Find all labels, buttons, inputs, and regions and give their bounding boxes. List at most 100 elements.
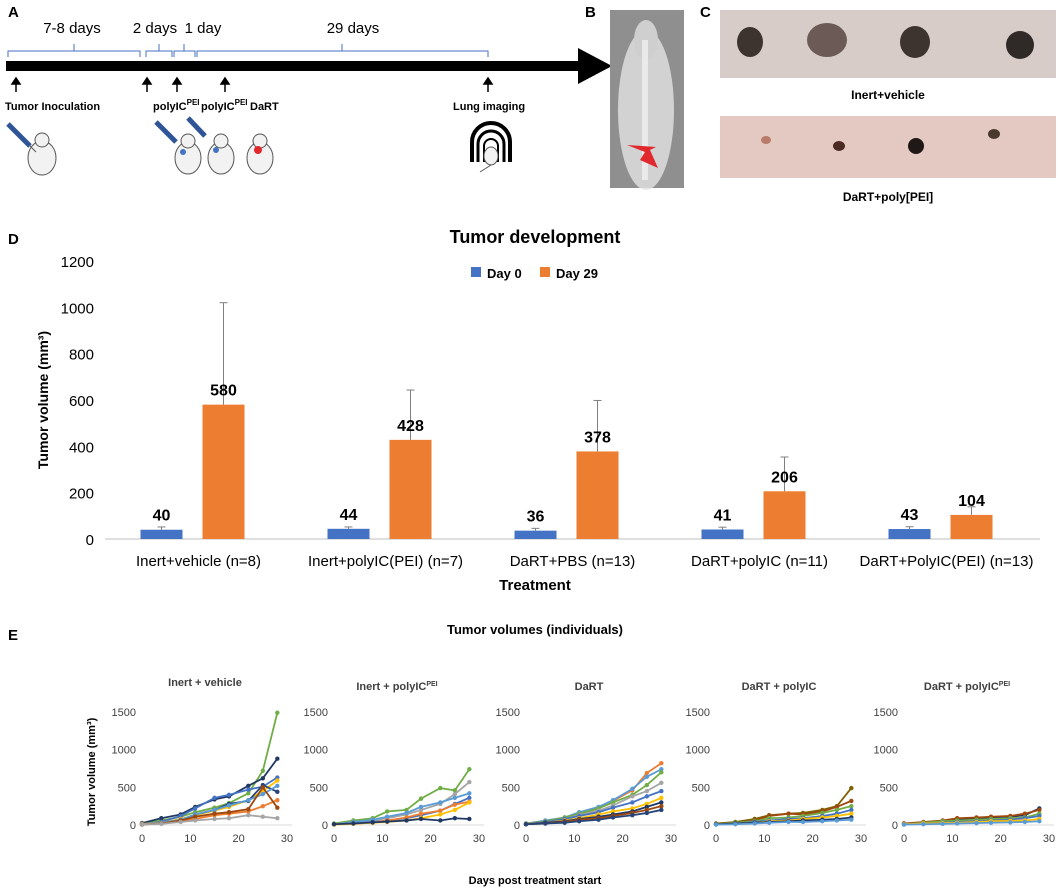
red-arrow-icon: [627, 145, 658, 168]
data-point: [1022, 811, 1028, 816]
bar-chart-ylabel: Tumor volume (mm³): [35, 331, 51, 469]
data-point: [275, 783, 280, 789]
data-point: [260, 814, 266, 819]
x-tick-label: 0: [523, 833, 529, 845]
data-point: [452, 807, 458, 813]
legend-label-day0: Day 0: [487, 266, 522, 281]
x-tick-label: 30: [1043, 833, 1055, 845]
data-point: [246, 787, 251, 792]
data-label: 36: [527, 509, 545, 526]
data-point: [438, 800, 443, 805]
bar: [202, 404, 245, 539]
panel-a-timeline: 7-8 days 2 days 1 day 29 days Tumor Inoc…: [5, 20, 612, 176]
data-point: [1008, 820, 1013, 825]
y-tick-label: 0: [704, 820, 710, 832]
y-tick-label: 500: [502, 782, 520, 794]
x-tick-label: Inert+vehicle (n=8): [136, 553, 261, 570]
data-point: [610, 805, 616, 810]
x-tick-label: 20: [807, 833, 819, 845]
data-point: [659, 761, 664, 766]
line-panel: Inert + vehicle 0 500 1000 1500 0 10 20 30: [112, 677, 294, 845]
y-tick-label: 1000: [61, 300, 94, 317]
data-point: [246, 783, 251, 789]
bar: [576, 451, 619, 539]
data-point: [610, 815, 616, 820]
y-tick-label: 1200: [61, 254, 94, 271]
y-tick-label: 1500: [686, 707, 710, 719]
data-point: [659, 788, 664, 794]
data-point: [1037, 819, 1042, 824]
duration-label: 2 days: [133, 20, 177, 37]
data-point: [404, 818, 409, 823]
duration-label: 29 days: [327, 20, 380, 37]
data-label: 40: [153, 508, 171, 525]
bar: [888, 529, 931, 539]
data-point: [921, 822, 926, 827]
bar: [701, 529, 744, 539]
data-point: [644, 782, 650, 788]
data-point: [644, 807, 650, 813]
data-point: [523, 822, 529, 827]
data-point: [159, 821, 164, 827]
legend-swatch-day29: [540, 267, 550, 277]
x-tick-label: DaRT+PBS (n=13): [510, 553, 636, 570]
data-point: [418, 804, 424, 810]
x-tick-label: 0: [139, 833, 145, 845]
data-label: 43: [901, 507, 919, 524]
data-point: [260, 785, 266, 790]
data-label: 206: [771, 469, 798, 486]
data-point: [659, 803, 664, 809]
data-point: [940, 821, 945, 827]
bar-marks: 40 580 44 428 36 378 41 206 43 104: [140, 302, 993, 539]
line-panel: DaRT + polyICPEI 0 500 1000 1500 0 10 20 30: [874, 681, 1056, 845]
tumor-photos-bottom: [720, 116, 1056, 178]
x-tick-label: 0: [713, 833, 719, 845]
brace-inoculation: [7, 44, 141, 57]
data-point: [438, 812, 443, 817]
panel-letter-a: A: [8, 4, 19, 21]
data-point: [834, 804, 840, 810]
data-point: [418, 807, 424, 813]
x-tick-label: 10: [946, 833, 958, 845]
y-tick-label: 1500: [112, 707, 136, 719]
data-point: [901, 822, 907, 827]
timeline-arrowhead: [578, 48, 612, 84]
x-tick-label: 30: [665, 833, 677, 845]
bar: [950, 514, 993, 539]
data-point: [452, 791, 458, 797]
data-point: [849, 817, 854, 822]
y-tick-label: 500: [692, 782, 710, 794]
data-point: [246, 813, 251, 818]
data-point: [1037, 807, 1042, 813]
data-point: [246, 797, 251, 803]
y-tick-label: 400: [69, 439, 94, 456]
lung-imaging-icon: [470, 121, 512, 173]
bar-legend: Day 0 Day 29: [471, 266, 598, 281]
line-panel: Inert + polyICPEI 0 500 1000 1500 0 10 20 30: [304, 681, 486, 845]
x-tick-label: 20: [617, 833, 629, 845]
series-line: [141, 712, 279, 825]
data-point: [849, 807, 854, 813]
data-label: 41: [714, 508, 732, 525]
mouse-polyic-icon: [154, 116, 207, 175]
data-point: [384, 809, 390, 814]
data-point: [467, 800, 472, 805]
data-point: [659, 780, 664, 786]
bar: [514, 530, 557, 539]
x-tick-label: 20: [425, 833, 437, 845]
line-charts-xlabel: Days post treatment start: [469, 875, 602, 887]
data-point: [418, 816, 424, 822]
data-label: 104: [958, 493, 985, 510]
data-point: [452, 788, 458, 793]
data-point: [820, 819, 825, 824]
data-point: [630, 813, 635, 818]
duration-label: 7-8 days: [43, 20, 101, 37]
y-tick-label: 1500: [496, 707, 520, 719]
data-point: [659, 770, 664, 775]
y-tick-label: 1500: [304, 707, 328, 719]
data-point: [467, 795, 472, 801]
data-point: [467, 767, 472, 772]
data-point: [659, 800, 664, 805]
line-panel-title: DaRT + polyIC: [742, 681, 817, 693]
